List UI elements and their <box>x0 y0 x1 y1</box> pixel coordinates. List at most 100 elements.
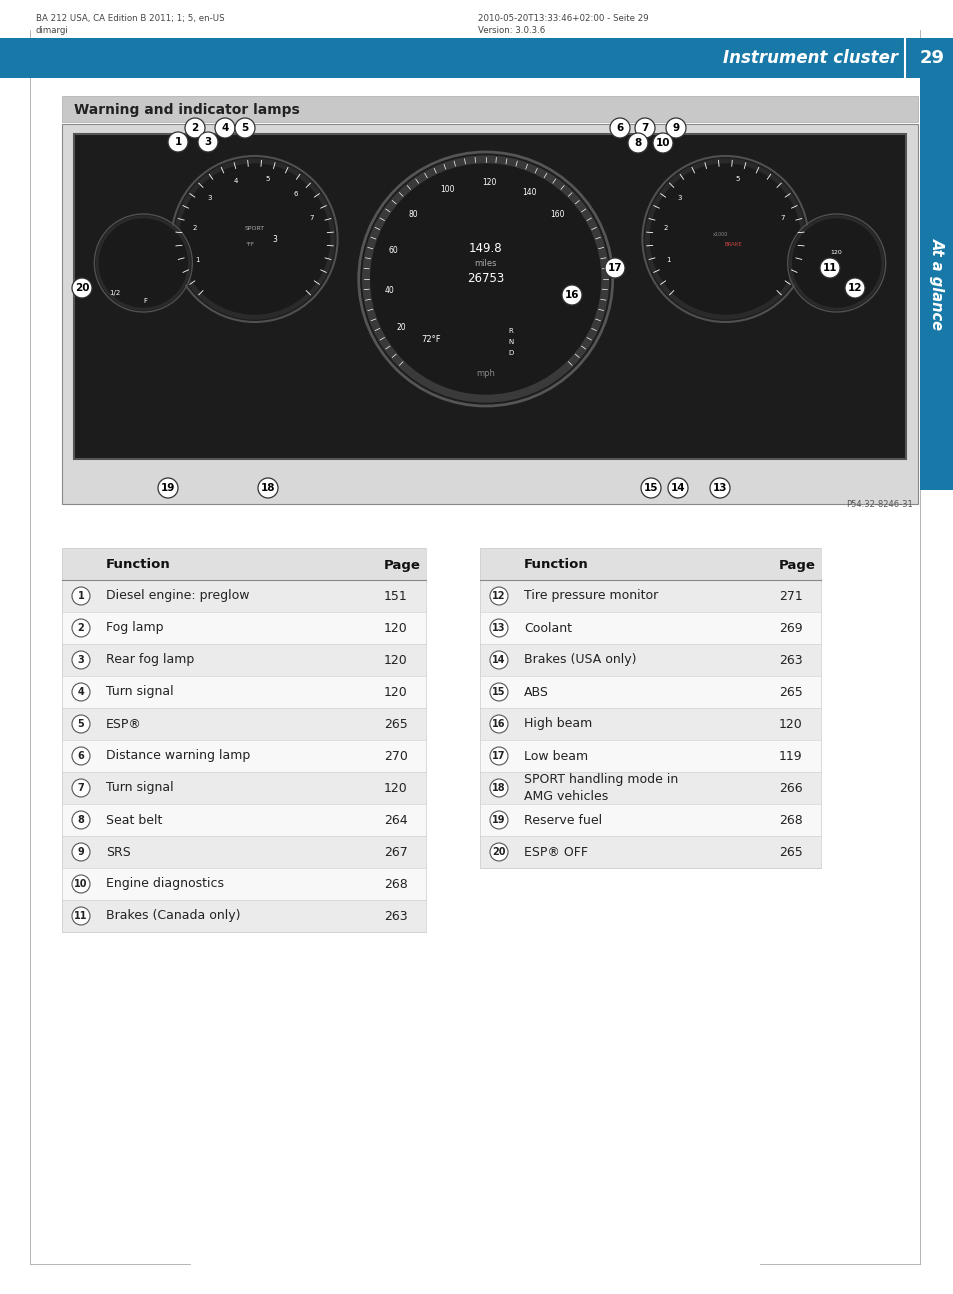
Text: 13: 13 <box>712 483 726 493</box>
Text: Version: 3.0.3.6: Version: 3.0.3.6 <box>477 26 545 35</box>
Text: 3: 3 <box>678 195 681 201</box>
Circle shape <box>609 118 629 138</box>
Bar <box>62 96 917 122</box>
Text: Function: Function <box>106 559 171 572</box>
Text: 1: 1 <box>174 137 181 148</box>
Text: 265: 265 <box>384 717 407 731</box>
Text: 8: 8 <box>77 815 85 826</box>
Bar <box>62 836 426 868</box>
Text: 7: 7 <box>77 783 84 793</box>
Text: 2: 2 <box>77 622 84 633</box>
Circle shape <box>179 164 329 314</box>
Circle shape <box>640 477 660 498</box>
Circle shape <box>645 159 804 320</box>
Circle shape <box>362 157 608 402</box>
Circle shape <box>234 118 254 138</box>
Text: mph: mph <box>476 370 495 379</box>
Text: 4: 4 <box>233 179 237 184</box>
Bar <box>62 773 426 804</box>
Text: 265: 265 <box>779 686 801 699</box>
Circle shape <box>490 842 507 861</box>
Circle shape <box>174 159 335 320</box>
Circle shape <box>71 619 90 637</box>
Text: 9: 9 <box>672 123 679 133</box>
Text: 3: 3 <box>272 234 276 243</box>
Text: 20: 20 <box>492 848 505 857</box>
Text: 2: 2 <box>193 225 196 232</box>
Text: 269: 269 <box>779 621 801 634</box>
Text: 6: 6 <box>293 190 297 197</box>
Text: Coolant: Coolant <box>523 621 572 634</box>
Circle shape <box>490 747 507 765</box>
Circle shape <box>71 907 90 925</box>
Circle shape <box>71 278 91 298</box>
Bar <box>62 124 917 503</box>
Text: 120: 120 <box>384 653 407 666</box>
Circle shape <box>665 118 685 138</box>
Text: 151: 151 <box>384 590 407 603</box>
Text: 271: 271 <box>779 590 801 603</box>
Text: 7: 7 <box>310 215 314 221</box>
Text: 120: 120 <box>384 782 407 795</box>
Text: 13: 13 <box>492 622 505 633</box>
Text: Brakes (USA only): Brakes (USA only) <box>523 653 636 666</box>
Text: 72°F: 72°F <box>420 335 440 343</box>
Text: AMG vehicles: AMG vehicles <box>523 789 608 802</box>
Text: ABS: ABS <box>523 686 548 699</box>
Bar <box>62 804 426 836</box>
Circle shape <box>96 216 190 311</box>
Circle shape <box>490 619 507 637</box>
Text: 15: 15 <box>643 483 658 493</box>
Text: 8: 8 <box>634 138 641 148</box>
Text: 268: 268 <box>779 814 801 827</box>
Text: 17: 17 <box>607 263 621 273</box>
Circle shape <box>490 587 507 606</box>
Bar <box>479 547 821 580</box>
Circle shape <box>198 132 218 151</box>
Bar <box>62 612 426 644</box>
Text: 6: 6 <box>77 751 84 761</box>
Text: Rear fog lamp: Rear fog lamp <box>106 653 194 666</box>
Text: 26753: 26753 <box>467 273 504 286</box>
Text: 7: 7 <box>780 215 784 221</box>
Text: 5: 5 <box>265 176 269 182</box>
Text: 268: 268 <box>384 877 407 890</box>
Text: R: R <box>508 327 513 334</box>
Text: 12: 12 <box>492 591 505 600</box>
Text: 120: 120 <box>384 621 407 634</box>
Circle shape <box>71 716 90 732</box>
Text: F: F <box>143 298 147 304</box>
Text: 5: 5 <box>241 123 249 133</box>
Text: ESP® OFF: ESP® OFF <box>523 845 587 858</box>
Text: Warning and indicator lamps: Warning and indicator lamps <box>74 104 299 116</box>
Text: 14: 14 <box>670 483 684 493</box>
Circle shape <box>652 133 672 153</box>
Text: 4: 4 <box>77 687 84 697</box>
Text: 12: 12 <box>847 283 862 292</box>
Text: 100: 100 <box>440 185 455 194</box>
Circle shape <box>792 219 880 307</box>
Text: 119: 119 <box>779 749 801 762</box>
Text: High beam: High beam <box>523 717 592 731</box>
Circle shape <box>71 747 90 765</box>
Bar <box>479 644 821 675</box>
Bar <box>479 740 821 773</box>
Text: 264: 264 <box>384 814 407 827</box>
Text: 7: 7 <box>640 123 648 133</box>
Circle shape <box>371 164 600 393</box>
Text: 19: 19 <box>161 483 175 493</box>
Text: 160: 160 <box>550 210 564 219</box>
Text: 2: 2 <box>192 123 198 133</box>
Bar <box>62 868 426 901</box>
Text: ESP®: ESP® <box>106 717 142 731</box>
Text: BRAKE: BRAKE <box>723 242 741 246</box>
Bar <box>62 547 426 580</box>
Circle shape <box>604 258 624 278</box>
Text: Seat belt: Seat belt <box>106 814 162 827</box>
Bar <box>479 708 821 740</box>
Text: Tire pressure monitor: Tire pressure monitor <box>523 590 658 603</box>
Text: 265: 265 <box>779 845 801 858</box>
Text: 263: 263 <box>384 910 407 923</box>
Circle shape <box>158 477 178 498</box>
Circle shape <box>168 132 188 151</box>
